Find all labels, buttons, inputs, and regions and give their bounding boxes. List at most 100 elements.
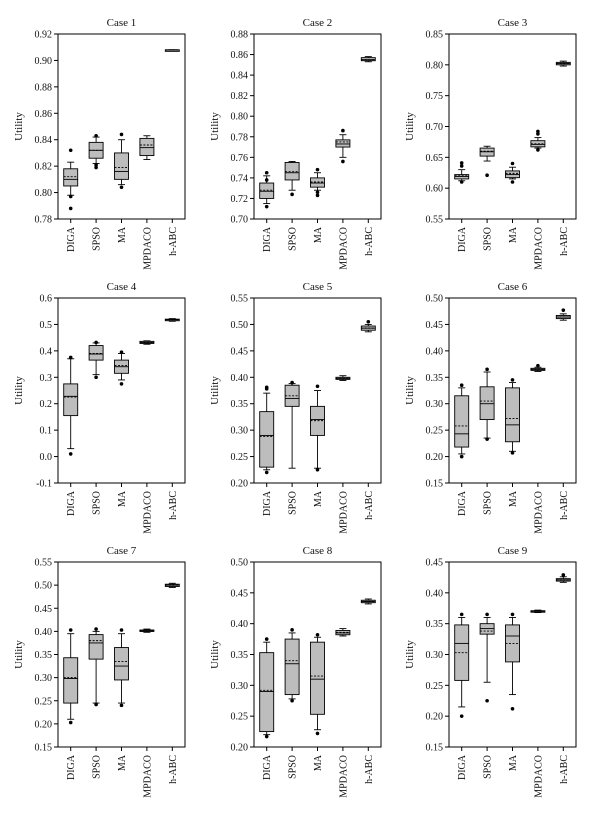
x-tick-label: MA [313,490,324,507]
x-tick-label: MPDACO [533,755,544,798]
x-tick-label: MPDACO [338,755,349,798]
chart-panel: Case 8 Utility 0.20 0.25 0.30 0.35 0.40 0.45 0.5… [209,545,382,798]
outlier-point [510,378,515,382]
outlier-point [119,350,124,354]
y-tick-label: 0.45 [426,320,444,331]
y-tick-label: 0.30 [426,399,444,410]
outlier-point [94,375,98,380]
outlier-point [315,190,320,195]
chart-title: Case 5 [303,281,333,293]
box [63,383,79,417]
outlier-point [485,437,489,441]
y-tick-label: 0.25 [426,681,444,692]
y-tick-label: 0.40 [35,627,53,638]
chart-title: Case 2 [303,17,333,29]
x-tick-label: h-ABC [168,491,179,520]
x-tick-label: DIGA [457,754,468,780]
box [63,657,79,704]
outlier-point [459,612,464,617]
y-tick-label: 0.70 [231,215,249,226]
chart-panel: Case 2 Utility 0.70 0.72 0.74 0.76 0.78 0.80 0.8… [209,17,382,270]
box [259,652,275,733]
y-tick-label: 0.88 [231,30,249,41]
chart-title: Case 7 [107,545,137,557]
chart-panel: Case 1 Utility 0.78 0.80 0.82 0.84 0.86 0.88 0.9… [13,17,186,270]
y-tick-label: 0.30 [231,426,249,437]
x-tick-label: SPSO [92,755,103,779]
y-tick-label: 0.80 [231,112,249,123]
y-tick-label: 0.88 [35,82,53,93]
x-tick-label: SPSO [288,755,299,779]
y-tick-label: 0.4 [40,346,53,357]
y-tick-label: 0.40 [231,373,249,384]
x-tick-label: MPDACO [533,491,544,534]
outlier-point [264,734,269,739]
y-tick-label: 0.40 [231,619,249,630]
y-axis-label: Utility [209,640,221,669]
y-tick-label: 0.55 [426,215,444,226]
outlier-point [561,308,566,312]
outlier-point [94,627,98,631]
y-tick-label: 0.78 [35,215,53,226]
x-tick-label: SPSO [483,227,494,251]
outlier-point [485,173,489,178]
outlier-point [119,382,124,386]
chart-title: Case 8 [303,545,333,557]
x-tick-label: SPSO [92,227,103,251]
outlier-point [264,470,269,475]
outlier-point [68,148,73,153]
outlier-point [290,628,294,632]
x-tick-label: SPSO [288,227,299,251]
outlier-point [264,385,269,390]
y-tick-label: 0.30 [35,673,53,684]
y-tick-label: 0.35 [231,399,249,410]
y-tick-label: -0.1 [36,479,52,490]
y-axis-label: Utility [13,376,25,405]
x-tick-label: MA [313,226,324,243]
chart-title: Case 1 [107,17,137,29]
outlier-point [459,164,464,168]
outlier-point [510,161,515,166]
y-tick-label: 0.20 [231,743,249,754]
x-tick-label: DIGA [66,226,77,252]
y-tick-label: 0.50 [231,558,249,569]
y-tick-label: 0.35 [426,619,444,630]
x-tick-label: MPDACO [338,227,349,270]
x-tick-label: DIGA [262,490,273,516]
y-tick-label: 0.35 [35,650,53,661]
y-tick-label: 0.50 [231,320,249,331]
outlier-point [459,180,464,184]
x-tick-label: MA [508,754,519,771]
x-tick-label: MPDACO [142,491,153,534]
y-tick-label: 0.25 [231,712,249,723]
y-tick-label: 0.40 [426,588,444,599]
chart-panel: Case 9 Utility 0.15 0.20 0.25 0.30 0.35 0.40 0.4… [404,545,577,798]
x-tick-label: h-ABC [364,227,375,256]
x-tick-label: DIGA [66,490,77,516]
y-tick-label: 0.84 [231,71,249,82]
outlier-point [341,159,345,164]
outlier-point [290,380,294,385]
x-tick-label: DIGA [66,754,77,780]
y-tick-label: 0.76 [231,153,249,164]
x-tick-label: DIGA [262,754,273,780]
x-tick-label: MA [508,226,519,243]
outlier-point [315,467,320,472]
y-tick-label: 0.40 [426,346,444,357]
y-tick-label: 0.90 [35,56,53,67]
box [479,386,495,421]
x-tick-label: MA [313,754,324,771]
y-axis-label: Utility [13,640,25,669]
y-axis-label: Utility [404,112,416,141]
box [259,182,275,199]
y-tick-label: 0.30 [231,681,249,692]
y-tick-label: 0.80 [35,188,53,199]
chart-title: Case 9 [498,545,528,557]
outlier-point [510,451,515,455]
y-tick-label: 0.85 [426,30,444,41]
outlier-point [561,573,566,577]
y-tick-label: 0.15 [35,743,53,754]
outlier-point [510,180,515,184]
y-tick-label: 0.3 [40,373,53,384]
